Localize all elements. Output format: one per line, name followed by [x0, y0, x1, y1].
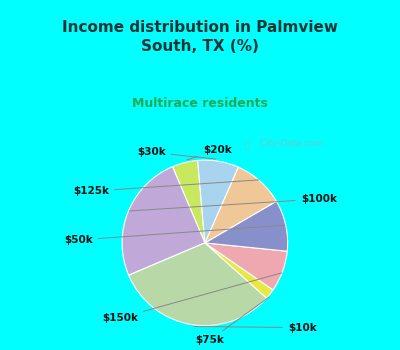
Text: $50k: $50k: [64, 225, 285, 245]
Text: $20k: $20k: [187, 145, 232, 160]
Text: $75k: $75k: [195, 297, 269, 345]
Wedge shape: [172, 160, 205, 243]
Wedge shape: [205, 243, 273, 298]
Text: $10k: $10k: [194, 323, 317, 332]
Wedge shape: [198, 160, 238, 243]
Text: Income distribution in Palmview
South, TX (%): Income distribution in Palmview South, T…: [62, 20, 338, 54]
Wedge shape: [205, 243, 287, 290]
Wedge shape: [122, 167, 205, 275]
Wedge shape: [205, 201, 288, 251]
Text: $100k: $100k: [129, 194, 337, 211]
Text: $125k: $125k: [73, 180, 258, 196]
Text: Multirace residents: Multirace residents: [132, 97, 268, 110]
Wedge shape: [129, 243, 266, 326]
Wedge shape: [205, 167, 276, 243]
Text: $30k: $30k: [137, 147, 216, 159]
Text: ⓘ: ⓘ: [244, 139, 249, 149]
Text: City-Data.com: City-Data.com: [251, 139, 324, 148]
Text: $150k: $150k: [102, 273, 282, 323]
